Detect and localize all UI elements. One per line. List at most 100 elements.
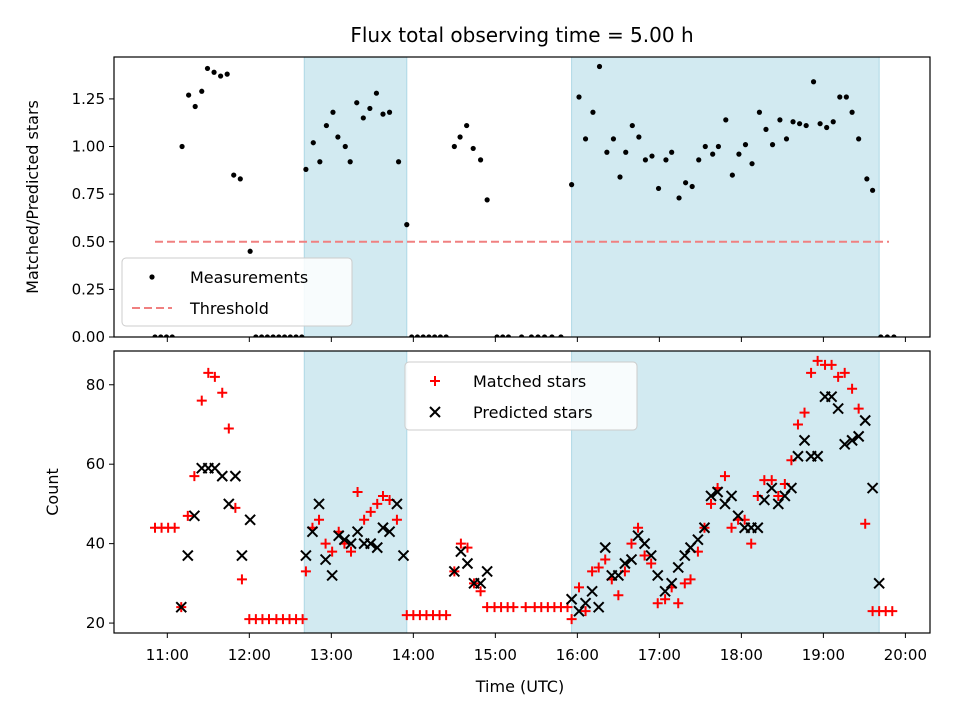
predicted-star-point: [698, 522, 711, 534]
measurement-point: [696, 157, 702, 163]
measurement-point: [293, 334, 299, 337]
bottom-panel: 20 40 60 80 11:00 12:00 13:00 14:00 15:00 16:00 17…: [43, 350, 931, 664]
measurement-point: [414, 334, 421, 337]
matched-star-point: [297, 614, 308, 625]
top-panel: 0.00 0.25 0.50 0.75 1.00 1.25 Matched/Predicte…: [23, 56, 931, 346]
matched-star-point: [679, 578, 690, 589]
measurement-point: [299, 334, 305, 337]
measurement-point: [549, 334, 555, 337]
predicted-star-point: [351, 526, 364, 538]
matched-star-point: [314, 514, 325, 525]
measurement-point: [253, 334, 259, 337]
predicted-star-point: [766, 482, 778, 494]
measurement-point: [186, 92, 192, 98]
measurement-point: [878, 334, 884, 337]
measurement-point: [211, 69, 217, 75]
predicted-star-point: [345, 537, 357, 550]
legend: Measurements Threshold: [121, 257, 353, 327]
matched-star-point: [182, 510, 193, 521]
x-tick-label: 20:00: [884, 646, 927, 664]
measurement-point: [817, 121, 823, 127]
measurement-point: [763, 126, 769, 132]
predicted-star-point: [725, 490, 738, 502]
matched-star-point: [352, 487, 363, 497]
x-tick-label: 12:00: [228, 646, 271, 664]
matched-star-point: [320, 538, 331, 549]
predicted-star-point: [377, 522, 389, 534]
y-tick-label: 1.00: [72, 138, 105, 156]
measurement-point: [426, 334, 432, 337]
measurement-point: [231, 172, 237, 178]
predicted-star-point: [592, 601, 605, 613]
predicted-star-point: [638, 537, 651, 550]
legend-label: Measurements: [190, 268, 308, 287]
matched-star-point: [633, 522, 644, 533]
legend-box: [404, 361, 638, 431]
matched-star-point: [853, 403, 864, 414]
y-axis-label: Matched/Predicted stars: [23, 100, 42, 294]
measurement-point: [769, 142, 776, 148]
predicted-star-point: [672, 561, 684, 574]
shaded-interval: [571, 56, 880, 338]
matched-star-point: [652, 598, 663, 609]
measurement-point: [869, 187, 876, 193]
measurement-point: [649, 153, 655, 159]
matched-star-point: [169, 522, 180, 533]
predicted-star-point: [338, 533, 351, 546]
measurement-point: [169, 334, 175, 337]
predicted-star-point: [371, 541, 383, 554]
matched-star-point: [300, 566, 311, 577]
measurement-point: [535, 334, 541, 337]
legend-marker-plus: [430, 376, 440, 386]
predicted-star-point: [319, 553, 332, 566]
matched-star-point: [580, 606, 591, 617]
measurement-point: [192, 103, 198, 110]
predicted-star-point: [665, 577, 678, 590]
matched-star-point: [646, 558, 657, 569]
measurement-point: [749, 161, 755, 167]
x-tick-label: 19:00: [802, 646, 845, 664]
matched-star-point: [203, 367, 214, 378]
measurement-point: [303, 166, 309, 172]
measurement-point: [642, 157, 649, 163]
measurement-point: [264, 334, 270, 337]
measurement-point: [204, 65, 211, 72]
legend-marker-x: [429, 406, 441, 418]
predicted-star-point: [832, 402, 844, 415]
measurement-point: [783, 136, 790, 142]
x-tick-label: 18:00: [720, 646, 763, 664]
measurement-point: [723, 117, 729, 123]
measurement-point: [810, 79, 817, 85]
measurement-point: [849, 109, 855, 115]
y-tick-label: 60: [86, 455, 105, 473]
legend-label: Matched stars: [473, 372, 586, 391]
matched-star-point: [217, 387, 228, 398]
matched-star-point: [587, 566, 598, 577]
measurement-point: [729, 172, 735, 178]
measurement-point: [689, 183, 695, 190]
measurement-point: [310, 140, 316, 146]
predicted-star-point: [825, 390, 838, 403]
matched-star-point: [520, 602, 531, 613]
matched-star-point: [812, 355, 823, 366]
measurement-point: [163, 334, 170, 337]
measurement-point: [702, 143, 708, 150]
predicted-star-point: [619, 557, 631, 570]
predicted-star-point: [216, 470, 228, 482]
predicted-star-point: [229, 470, 242, 482]
y-tick-label: 0.25: [72, 280, 105, 298]
measurement-point: [152, 334, 158, 337]
predicted-star-point: [175, 601, 187, 613]
matched-star-point: [346, 546, 357, 557]
measurement-point: [864, 176, 870, 182]
predicted-star-point: [732, 510, 744, 522]
measurement-point: [367, 105, 373, 112]
matched-star-point: [860, 518, 871, 529]
measurement-point: [891, 334, 897, 337]
measurement-point: [655, 185, 662, 192]
measurement-point: [837, 94, 843, 100]
predicted-star-point: [692, 533, 704, 546]
x-tick-label: 16:00: [556, 646, 599, 664]
legend-box: [121, 257, 353, 327]
